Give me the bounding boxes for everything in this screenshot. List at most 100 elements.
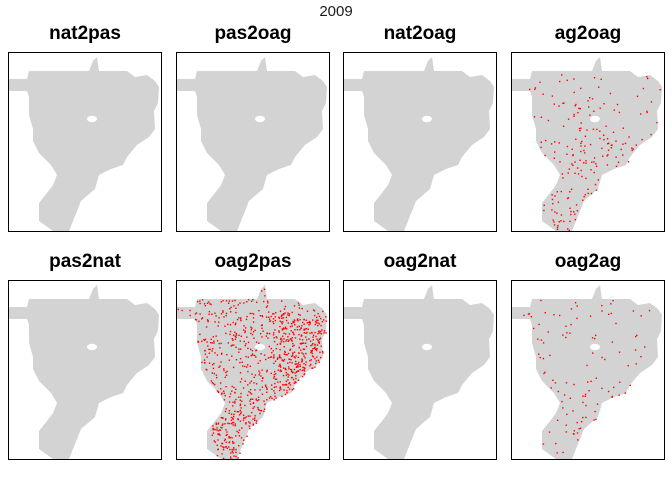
highlight-point	[231, 390, 233, 392]
highlight-point	[280, 357, 282, 359]
highlight-point	[201, 340, 203, 342]
highlight-point	[294, 337, 297, 339]
highlight-point	[568, 229, 570, 231]
highlight-point	[543, 372, 545, 375]
highlight-point	[573, 115, 575, 117]
highlight-point	[215, 374, 218, 376]
highlight-point	[229, 324, 232, 326]
highlight-point	[240, 407, 242, 409]
highlight-point	[288, 374, 290, 376]
highlight-point	[320, 324, 322, 327]
highlight-point	[316, 356, 318, 358]
highlight-point	[640, 113, 642, 115]
highlight-point	[587, 188, 589, 190]
map-frame	[176, 280, 330, 460]
highlight-point	[269, 320, 272, 322]
highlight-point	[279, 370, 281, 372]
highlight-point	[227, 323, 229, 326]
highlight-point	[232, 405, 234, 407]
highlight-point	[601, 387, 603, 389]
highlight-point	[208, 311, 211, 313]
highlight-point	[595, 377, 597, 379]
highlight-point	[582, 401, 584, 404]
highlight-point	[290, 359, 292, 361]
highlight-point	[315, 335, 317, 338]
highlight-point	[279, 310, 282, 312]
highlight-point	[576, 167, 579, 169]
highlight-point	[597, 179, 600, 181]
highlight-point	[619, 381, 621, 383]
highlight-point	[223, 399, 226, 401]
highlight-point	[606, 138, 609, 140]
highlight-point	[318, 361, 320, 363]
highlight-point	[289, 368, 292, 371]
highlight-point	[267, 337, 269, 339]
highlight-point	[254, 374, 257, 376]
highlight-point	[301, 342, 303, 344]
highlight-point	[572, 410, 574, 412]
highlight-point	[315, 322, 318, 324]
highlight-point	[579, 159, 581, 161]
highlight-point	[252, 423, 255, 425]
highlight-point	[237, 418, 240, 421]
highlight-point	[544, 371, 546, 373]
highlight-point	[282, 327, 285, 329]
highlight-point	[233, 421, 235, 424]
highlight-point	[322, 319, 325, 321]
highlight-point	[599, 137, 601, 140]
highlight-point	[598, 86, 600, 88]
highlight-point	[243, 325, 245, 327]
highlight-point	[319, 338, 321, 340]
highlight-point	[213, 342, 215, 344]
highlight-point	[291, 362, 293, 364]
region-hole	[255, 115, 265, 123]
highlight-point	[603, 103, 605, 105]
highlight-point	[317, 359, 320, 361]
highlight-point	[203, 303, 206, 305]
highlight-point	[293, 388, 295, 390]
highlight-point	[251, 411, 253, 414]
highlight-point	[284, 312, 286, 314]
highlight-point	[239, 403, 242, 405]
highlight-point	[615, 165, 618, 167]
highlight-point	[279, 386, 281, 388]
highlight-point	[263, 410, 265, 413]
highlight-point	[295, 363, 298, 365]
highlight-point	[268, 318, 271, 320]
highlight-point	[585, 160, 587, 162]
highlight-point	[607, 149, 610, 151]
highlight-point	[261, 315, 264, 318]
highlight-point	[258, 342, 260, 344]
highlight-point	[538, 323, 540, 326]
highlight-point	[256, 301, 258, 303]
highlight-point	[257, 396, 260, 398]
highlight-point	[268, 397, 271, 399]
highlight-point	[297, 366, 299, 368]
highlight-point	[232, 417, 234, 419]
highlight-point	[627, 365, 629, 367]
highlight-point	[295, 360, 297, 363]
highlight-point	[212, 336, 214, 338]
region-map	[9, 285, 159, 459]
highlight-point	[299, 364, 301, 366]
highlight-point	[273, 340, 276, 343]
highlight-point	[527, 313, 530, 315]
highlight-point	[285, 374, 288, 376]
highlight-point	[234, 338, 237, 340]
highlight-point	[282, 335, 284, 337]
highlight-point	[224, 410, 227, 413]
highlight-point	[311, 332, 313, 334]
highlight-point	[288, 366, 290, 368]
highlight-point	[292, 352, 294, 354]
highlight-point	[203, 362, 206, 364]
highlight-point	[301, 360, 303, 362]
highlight-point	[227, 342, 229, 344]
highlight-point	[291, 337, 293, 339]
highlight-point	[274, 373, 277, 375]
highlight-point	[534, 87, 537, 89]
highlight-point	[533, 116, 536, 118]
highlight-point	[228, 437, 230, 439]
highlight-point	[283, 358, 286, 361]
highlight-point	[321, 329, 323, 331]
highlight-point	[566, 79, 568, 81]
